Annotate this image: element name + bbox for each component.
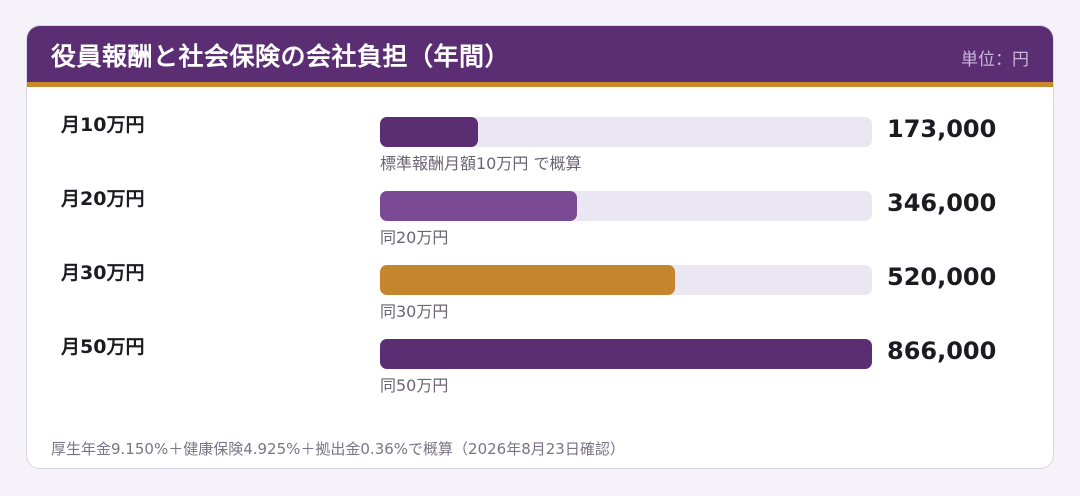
chart-header: 役員報酬と社会保険の会社負担（年間） 単位：円 xyxy=(27,26,1053,87)
chart-title: 役員報酬と社会保険の会社負担（年間） xyxy=(51,42,511,71)
bar-50man xyxy=(380,339,872,369)
bar-note: 同30万円 xyxy=(380,302,449,321)
bar-note: 同50万円 xyxy=(380,376,449,395)
bar-row-3: 月30万円 520,000 同30万円 xyxy=(27,258,1053,332)
bar-30man xyxy=(380,265,675,295)
bar-row-4: 月50万円 866,000 同50万円 xyxy=(27,332,1053,406)
value-label: 520,000 xyxy=(887,263,997,291)
footnote: 厚生年金9.150%＋健康保険4.925%＋拠出金0.36%で概算（2026年8… xyxy=(51,440,625,458)
category-label: 月10万円 xyxy=(61,114,145,136)
bar-note: 標準報酬月額10万円 で概算 xyxy=(380,154,582,173)
value-label: 866,000 xyxy=(887,337,997,365)
bar-10man xyxy=(380,117,478,147)
bar-row-2: 月20万円 346,000 同20万円 xyxy=(27,184,1053,258)
category-label: 月20万円 xyxy=(61,188,145,210)
unit-label: 単位：円 xyxy=(961,50,1029,70)
bar-track xyxy=(380,265,872,295)
bar-track xyxy=(380,191,872,221)
category-label: 月50万円 xyxy=(61,336,145,358)
value-label: 173,000 xyxy=(887,115,997,143)
category-label: 月30万円 xyxy=(61,262,145,284)
bar-track xyxy=(380,117,872,147)
value-label: 346,000 xyxy=(887,189,997,217)
bar-20man xyxy=(380,191,577,221)
bar-track xyxy=(380,339,872,369)
bar-row-1: 月10万円 173,000 標準報酬月額10万円 で概算 xyxy=(27,110,1053,184)
bar-note: 同20万円 xyxy=(380,228,449,247)
chart-card: 役員報酬と社会保険の会社負担（年間） 単位：円 月10万円 173,000 標準… xyxy=(26,25,1054,469)
